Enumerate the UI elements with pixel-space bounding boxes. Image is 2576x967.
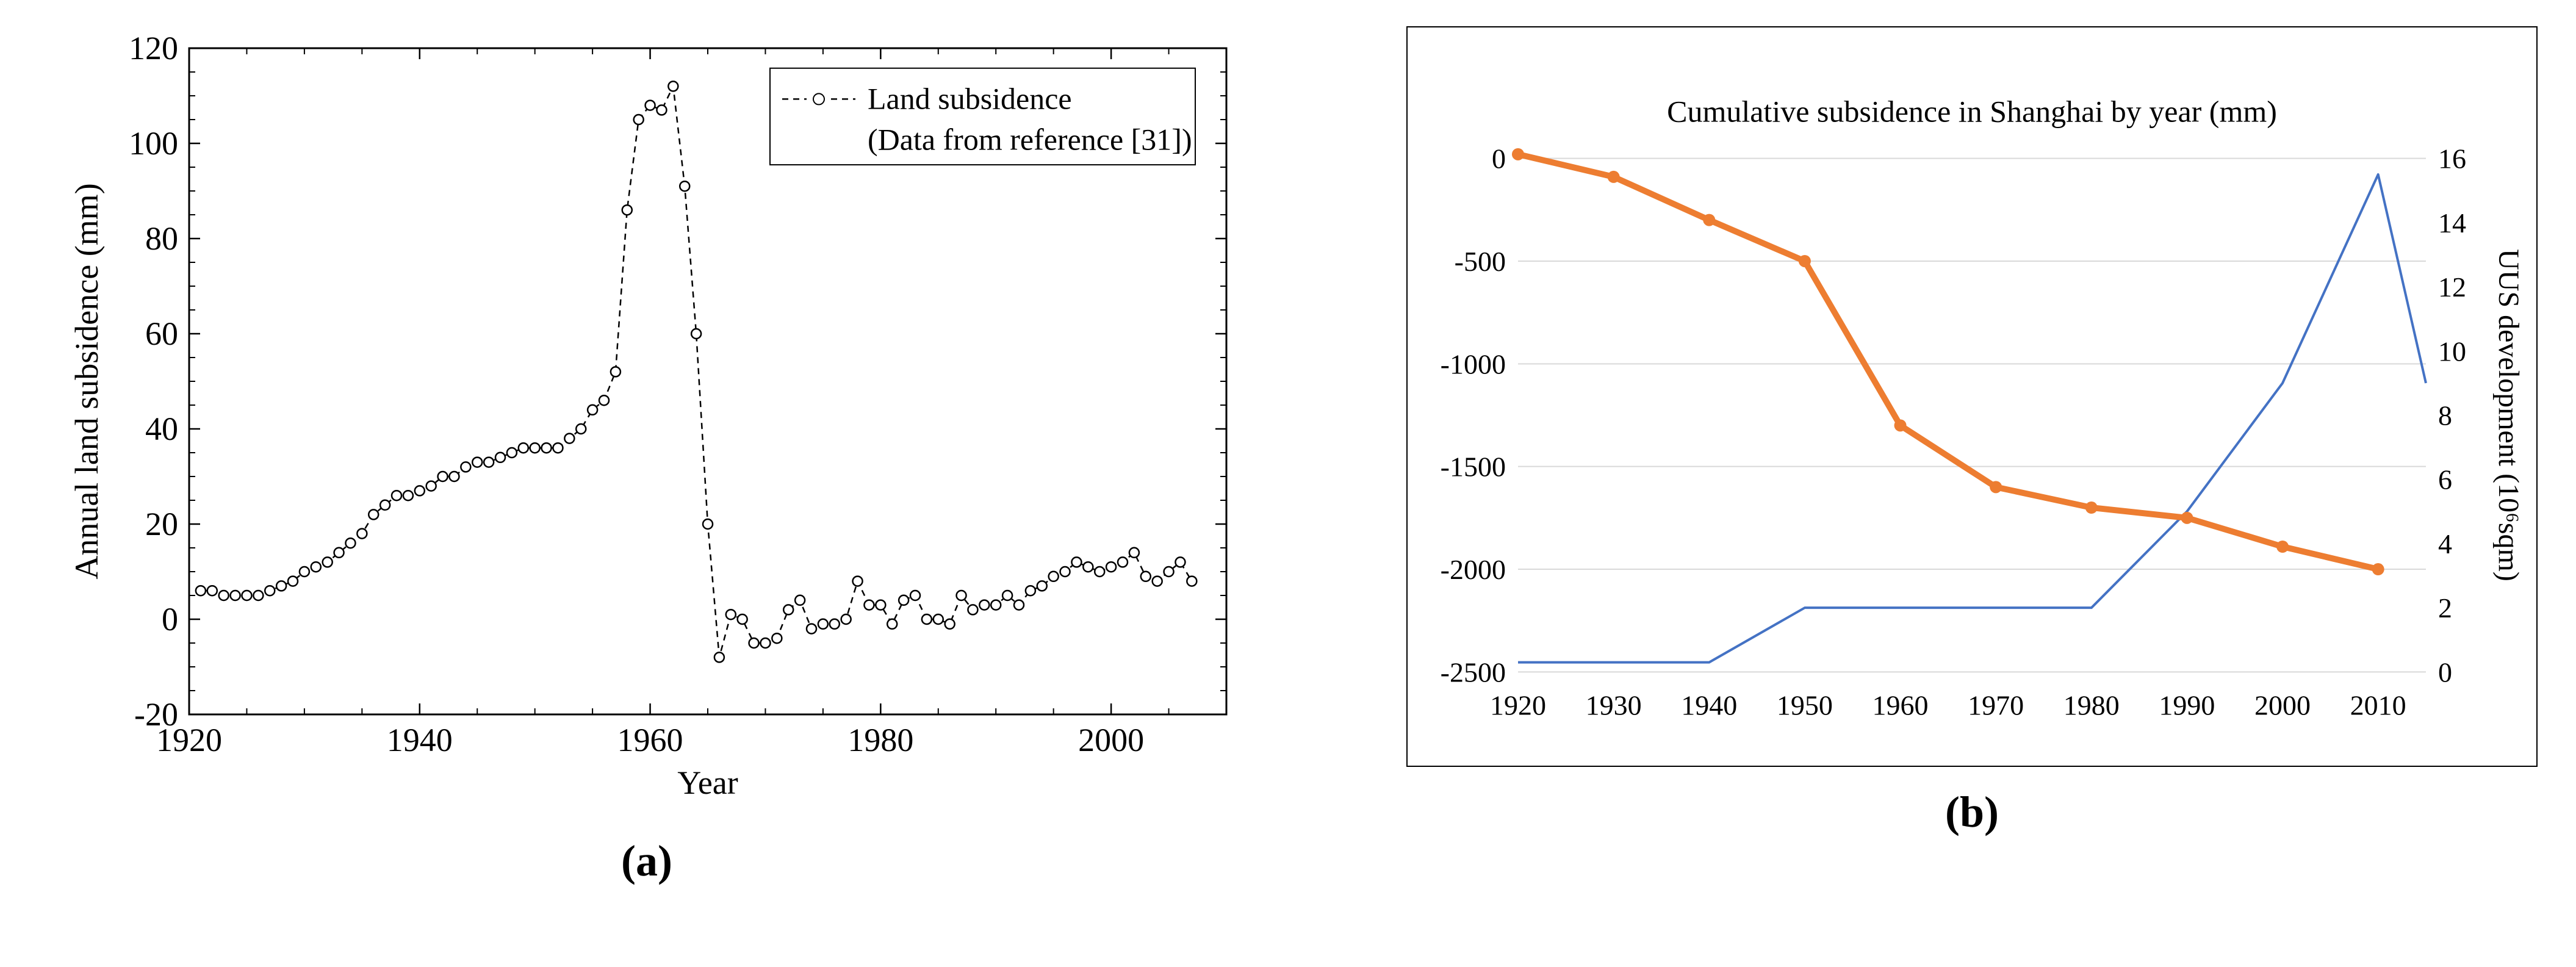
svg-text:1960: 1960 — [1873, 689, 1929, 721]
svg-text:-2500: -2500 — [1441, 656, 1506, 688]
svg-text:2000: 2000 — [2254, 689, 2311, 721]
panel-b: Cumulative subsidence in Shanghai by yea… — [1405, 24, 2539, 838]
svg-text:40: 40 — [145, 411, 178, 447]
chart-b: Cumulative subsidence in Shanghai by yea… — [1405, 24, 2539, 769]
svg-text:Land subsidence: Land subsidence — [868, 81, 1072, 115]
panel-a-caption: (a) — [621, 836, 672, 886]
svg-text:UUS development (10⁶sqm): UUS development (10⁶sqm) — [2492, 249, 2525, 581]
svg-text:1920: 1920 — [1490, 689, 1546, 721]
figure-row: 19201940196019802000Year-200204060801001… — [0, 0, 2576, 899]
svg-text:1930: 1930 — [1586, 689, 1642, 721]
svg-text:10: 10 — [2438, 336, 2466, 367]
panel-b-caption: (b) — [1945, 787, 1999, 838]
svg-text:1940: 1940 — [1681, 689, 1737, 721]
svg-text:8: 8 — [2438, 400, 2452, 431]
svg-text:60: 60 — [145, 315, 178, 352]
svg-text:(Data from reference [31]): (Data from reference [31]) — [868, 122, 1192, 156]
svg-text:0: 0 — [162, 601, 178, 638]
chart-a: 19201940196019802000Year-200204060801001… — [37, 24, 1257, 818]
svg-text:1980: 1980 — [847, 722, 913, 758]
svg-text:1960: 1960 — [617, 722, 683, 758]
svg-text:Year: Year — [677, 764, 738, 801]
svg-text:6: 6 — [2438, 464, 2452, 495]
panel-a: 19201940196019802000Year-200204060801001… — [37, 24, 1257, 886]
svg-text:4: 4 — [2438, 528, 2452, 559]
svg-text:0: 0 — [2438, 656, 2452, 688]
svg-text:0: 0 — [1492, 143, 1506, 174]
svg-text:2000: 2000 — [1078, 722, 1144, 758]
svg-text:2: 2 — [2438, 592, 2452, 624]
svg-text:1950: 1950 — [1777, 689, 1833, 721]
svg-text:100: 100 — [129, 125, 178, 162]
svg-text:120: 120 — [129, 30, 178, 67]
svg-text:20: 20 — [145, 506, 178, 542]
svg-text:80: 80 — [145, 220, 178, 257]
svg-text:-20: -20 — [134, 696, 178, 733]
svg-text:1940: 1940 — [387, 722, 453, 758]
svg-text:1980: 1980 — [2063, 689, 2120, 721]
svg-text:Annual land subsidence (mm): Annual land subsidence (mm) — [68, 183, 105, 579]
svg-text:1990: 1990 — [2159, 689, 2215, 721]
svg-text:-1000: -1000 — [1441, 348, 1506, 379]
svg-text:2010: 2010 — [2350, 689, 2406, 721]
svg-text:-500: -500 — [1455, 246, 1506, 277]
svg-text:Cumulative subsidence in Shang: Cumulative subsidence in Shanghai by yea… — [1667, 95, 2277, 129]
svg-text:1970: 1970 — [1968, 689, 2024, 721]
svg-text:16: 16 — [2438, 143, 2466, 174]
svg-text:-2000: -2000 — [1441, 554, 1506, 585]
svg-text:12: 12 — [2438, 271, 2466, 303]
svg-text:-1500: -1500 — [1441, 451, 1506, 483]
svg-text:14: 14 — [2438, 207, 2466, 239]
